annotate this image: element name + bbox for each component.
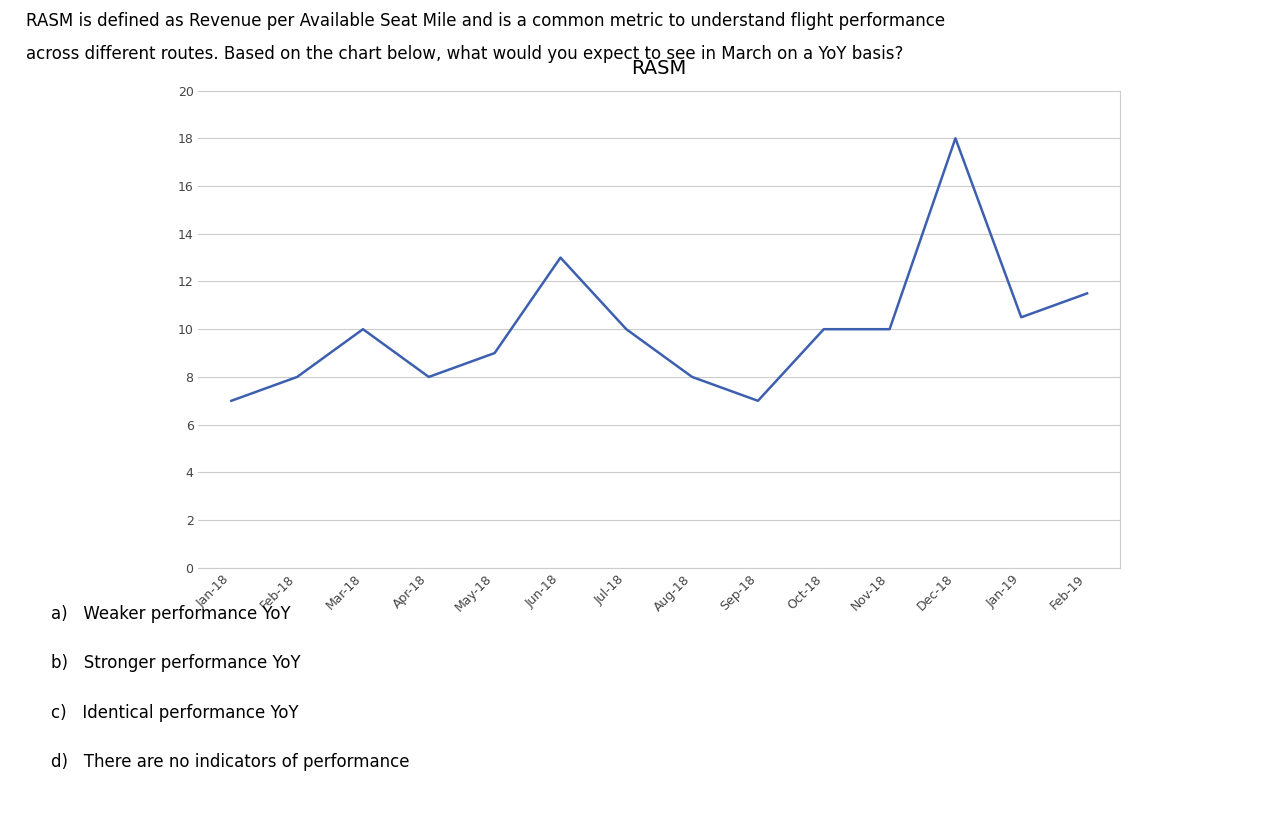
Title: RASM: RASM <box>631 59 687 78</box>
Text: d)   There are no indicators of performance: d) There are no indicators of performanc… <box>51 753 410 771</box>
Text: a)   Weaker performance YoY: a) Weaker performance YoY <box>51 605 291 623</box>
Text: RASM is defined as Revenue per Available Seat Mile and is a common metric to und: RASM is defined as Revenue per Available… <box>26 12 945 30</box>
Text: c)   Identical performance YoY: c) Identical performance YoY <box>51 704 298 722</box>
Text: across different routes. Based on the chart below, what would you expect to see : across different routes. Based on the ch… <box>26 45 902 63</box>
Text: b)   Stronger performance YoY: b) Stronger performance YoY <box>51 654 301 672</box>
